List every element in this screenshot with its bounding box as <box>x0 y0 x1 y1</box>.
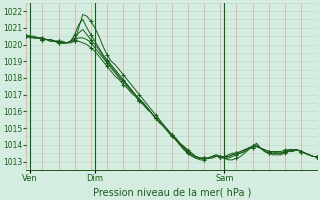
X-axis label: Pression niveau de la mer( hPa ): Pression niveau de la mer( hPa ) <box>92 187 251 197</box>
